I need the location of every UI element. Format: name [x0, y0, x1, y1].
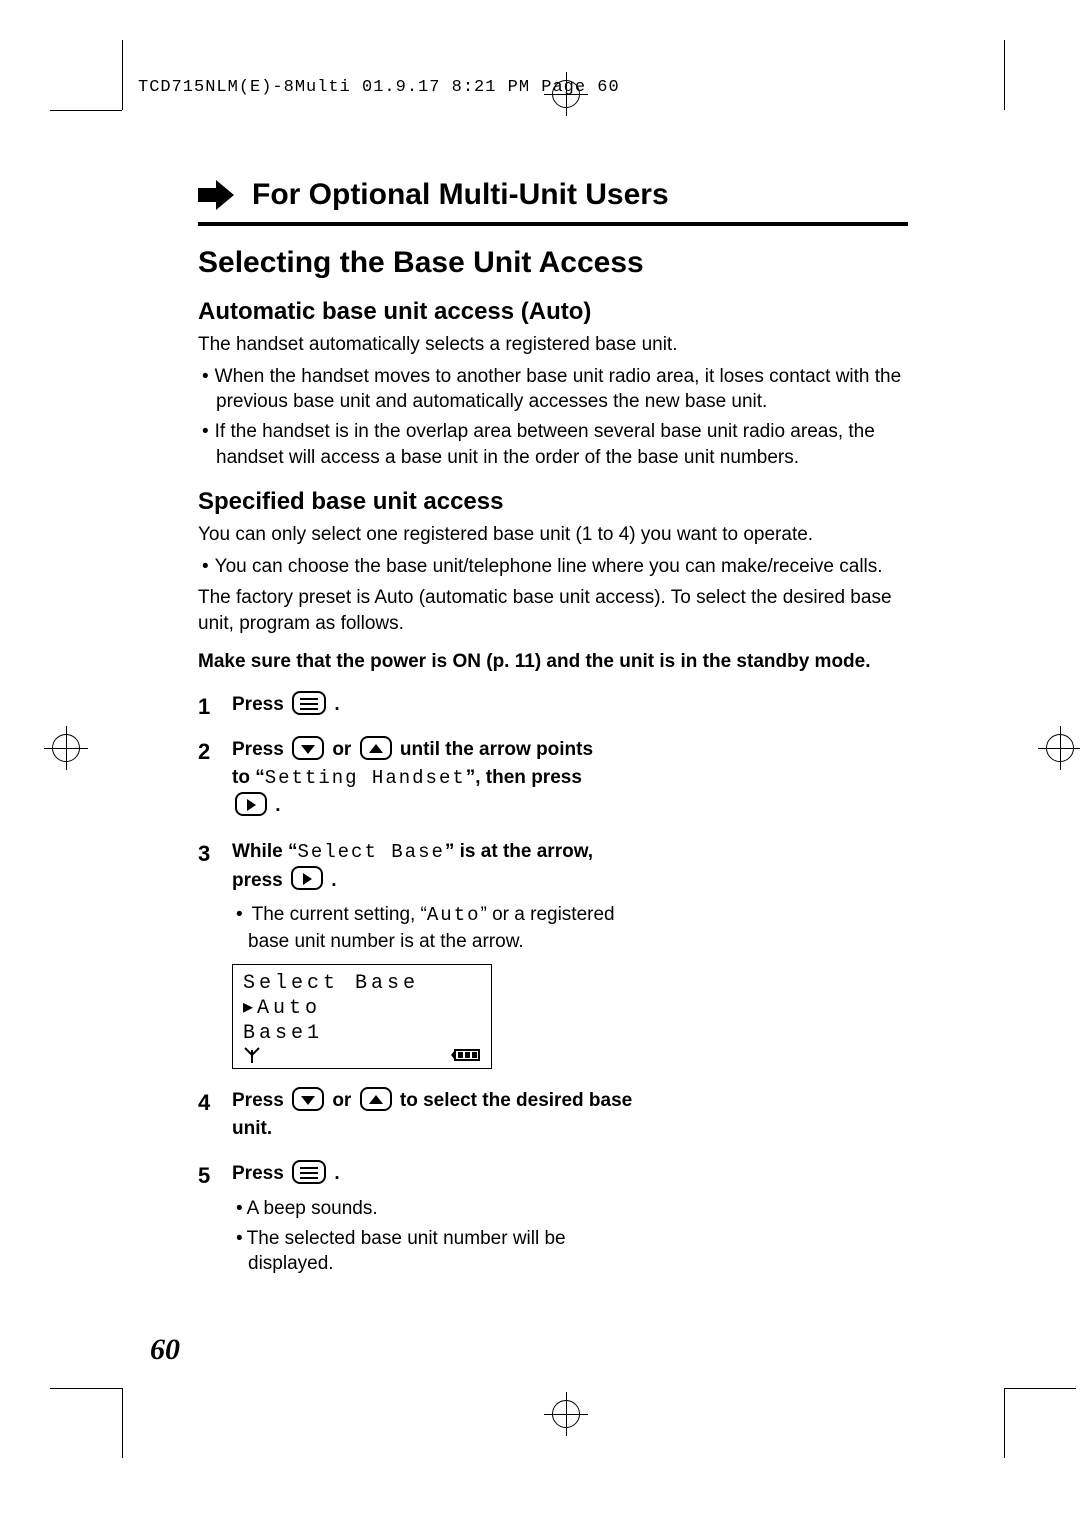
- lcd-line: Select Base: [243, 971, 481, 996]
- crop-mark: [1004, 1388, 1005, 1458]
- crop-mark: [50, 1388, 122, 1389]
- lcd-display: Select Base ▸Auto Base1: [232, 964, 492, 1069]
- list-item: The current setting, “Auto” or a registe…: [232, 902, 638, 954]
- list-item: A beep sounds.: [232, 1196, 638, 1222]
- crop-mark: [122, 40, 123, 110]
- down-key-icon: [292, 1087, 324, 1111]
- page-number: 60: [150, 1333, 180, 1367]
- step-text: Press: [232, 1090, 289, 1111]
- step-text: .: [334, 1163, 339, 1184]
- mono-text: Setting Handset: [265, 767, 466, 789]
- body-text: The handset automatically selects a regi…: [198, 332, 908, 358]
- crop-mark: [122, 1388, 123, 1458]
- content-area: For Optional Multi-Unit Users Selecting …: [198, 178, 908, 1295]
- step-item: Press .: [198, 691, 638, 719]
- sub-bullet-list: The current setting, “Auto” or a registe…: [232, 902, 638, 954]
- crop-mark: [1004, 40, 1005, 110]
- step-text: .: [275, 795, 280, 816]
- page-heading: Selecting the Base Unit Access: [198, 246, 908, 280]
- up-key-icon: [360, 1087, 392, 1111]
- menu-key-icon: [292, 691, 326, 715]
- step-item: Press . A beep sounds. The selected base…: [198, 1160, 638, 1276]
- step-text: Press: [232, 694, 289, 715]
- step-item: Press or until the arrow points to “Sett…: [198, 736, 638, 820]
- registration-mark: [66, 726, 67, 770]
- mono-text: Select Base: [297, 841, 444, 863]
- step-text: .: [334, 694, 339, 715]
- battery-icon: [451, 1047, 481, 1063]
- crop-mark: [1004, 1388, 1076, 1389]
- registration-mark: [566, 1392, 567, 1436]
- section-header: For Optional Multi-Unit Users: [198, 178, 908, 226]
- subsection-title-auto: Automatic base unit access (Auto): [198, 298, 908, 326]
- step-text: Press: [232, 1163, 289, 1184]
- up-key-icon: [360, 736, 392, 760]
- menu-key-icon: [292, 1160, 326, 1184]
- subsection-title-specified: Specified base unit access: [198, 488, 908, 516]
- step-item: Press or to select the desired base unit…: [198, 1087, 638, 1142]
- list-item: You can choose the base unit/telephone l…: [198, 554, 908, 580]
- crop-mark: [50, 110, 122, 111]
- body-text: The factory preset is Auto (automatic ba…: [198, 585, 908, 636]
- lcd-line: ▸Auto: [243, 996, 481, 1021]
- bullet-list: When the handset moves to another base u…: [198, 364, 908, 471]
- step-text: ”, then press: [466, 767, 582, 788]
- step-text: or: [332, 739, 356, 760]
- step-text: or: [332, 1090, 356, 1111]
- sub-text: The current setting, “: [252, 904, 427, 925]
- antenna-icon: [243, 1046, 261, 1064]
- body-text: You can only select one registered base …: [198, 522, 908, 548]
- right-key-icon: [235, 792, 267, 816]
- page: TCD715NLM(E)-8Multi 01.9.17 8:21 PM Page…: [0, 0, 1080, 1528]
- section-title: For Optional Multi-Unit Users: [252, 178, 669, 212]
- sub-bullet-list: A beep sounds. The selected base unit nu…: [232, 1196, 638, 1277]
- step-item: While “Select Base” is at the arrow, pre…: [198, 838, 638, 1069]
- registration-mark: [1060, 726, 1061, 770]
- list-item: When the handset moves to another base u…: [198, 364, 908, 415]
- step-text: to “: [232, 767, 265, 788]
- step-text: Press: [232, 739, 289, 760]
- note-text: Make sure that the power is ON (p. 11) a…: [198, 651, 908, 673]
- mono-text: Auto: [427, 904, 481, 926]
- steps-list: Press . Press or until the arrow points …: [198, 691, 638, 1277]
- right-key-icon: [291, 866, 323, 890]
- print-header: TCD715NLM(E)-8Multi 01.9.17 8:21 PM Page…: [138, 78, 620, 97]
- list-item: If the handset is in the overlap area be…: [198, 419, 908, 470]
- arrow-right-icon: [198, 180, 234, 210]
- list-item: The selected base unit number will be di…: [232, 1226, 638, 1277]
- step-text: .: [331, 870, 336, 891]
- bullet-list: You can choose the base unit/telephone l…: [198, 554, 908, 580]
- registration-mark: [1038, 748, 1080, 749]
- step-text: While “: [232, 841, 297, 862]
- lcd-status-row: [243, 1046, 481, 1064]
- down-key-icon: [292, 736, 324, 760]
- step-text: until the arrow points: [400, 739, 593, 760]
- lcd-line: Base1: [243, 1021, 481, 1046]
